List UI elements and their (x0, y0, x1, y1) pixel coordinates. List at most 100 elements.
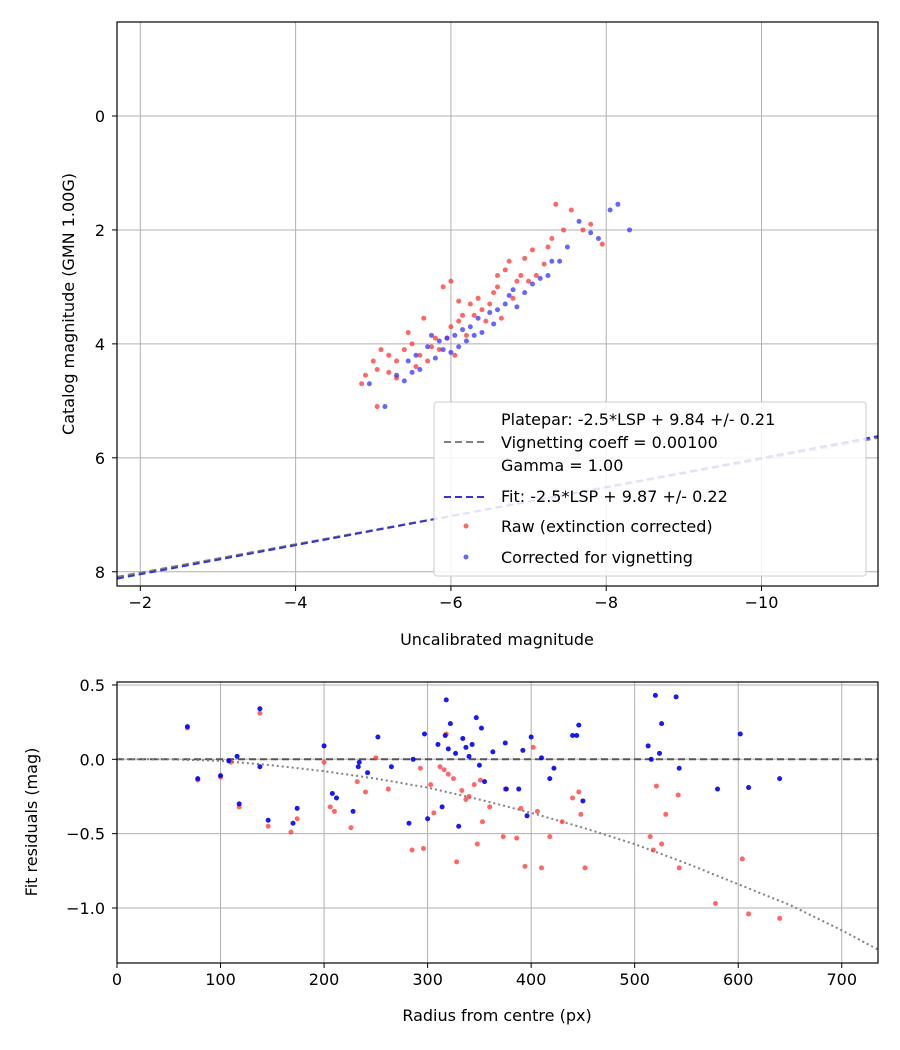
raw-residual-point (466, 793, 472, 799)
corrected-point (627, 227, 633, 233)
residuals-x-tick-label: 100 (205, 970, 236, 989)
raw-residual-point (739, 856, 745, 862)
corrected-point (607, 207, 613, 213)
raw-point (370, 358, 376, 364)
calibration-y-tick-label: 6 (95, 449, 105, 468)
raw-point (580, 227, 586, 233)
corrected-residual-point (520, 747, 526, 753)
residuals-x-tick-label: 600 (723, 970, 754, 989)
corrected-point (545, 273, 551, 279)
residuals-x-tick-label: 300 (412, 970, 443, 989)
raw-residual-point (547, 834, 553, 840)
raw-point (460, 312, 466, 318)
raw-point (553, 201, 559, 207)
raw-residual-point (663, 811, 669, 817)
corrected-point (514, 304, 520, 310)
raw-residual-point (463, 796, 469, 802)
corrected-residual-point (482, 779, 488, 785)
corrected-residual-point (503, 786, 509, 792)
raw-point (518, 273, 524, 279)
raw-point (409, 341, 415, 347)
corrected-residual-point (375, 734, 381, 740)
corrected-point (460, 327, 466, 333)
corrected-residual-point (574, 733, 580, 739)
corrected-residual-point (257, 706, 263, 712)
raw-residual-point (321, 759, 327, 765)
corrected-residual-point (490, 749, 496, 755)
raw-point (386, 369, 392, 375)
corrected-residual-point (234, 753, 240, 759)
raw-residual-point (417, 765, 423, 771)
raw-point (541, 261, 547, 267)
corrected-point (471, 332, 477, 338)
corrected-point (366, 381, 372, 387)
residuals-ticks: 0 100 200 300 400 500 600 700 0.5 0.0 −0.5 −1.0 (66, 676, 857, 989)
corrected-residual-point (746, 785, 752, 791)
raw-point (405, 329, 411, 335)
raw-point (506, 258, 512, 264)
corrected-point (595, 235, 601, 241)
raw-residual-point (385, 786, 391, 792)
corrected-point (463, 338, 469, 344)
raw-point (467, 301, 473, 307)
raw-residual-point (471, 782, 477, 788)
raw-residual-point (348, 825, 354, 831)
corrected-point (475, 315, 481, 321)
residuals-lines (117, 758, 879, 951)
raw-point (421, 315, 427, 321)
raw-residual-point (675, 792, 681, 798)
corrected-point (413, 352, 419, 358)
corrected-residual-point (502, 740, 508, 746)
raw-point (483, 318, 489, 324)
raw-point (471, 312, 477, 318)
corrected-point (432, 355, 438, 361)
residuals-y-tick-label: −1.0 (66, 899, 105, 918)
raw-residual-point (354, 779, 360, 785)
residuals-y-tick-label: 0.5 (80, 676, 105, 695)
corrected-residual-point (453, 750, 459, 756)
corrected-residual-point (443, 697, 449, 703)
corrected-residual-point (657, 750, 663, 756)
raw-point (425, 358, 431, 364)
corrected-residual-point (445, 746, 451, 752)
corrected-residual-point (422, 731, 428, 737)
corrected-residual-point (570, 733, 576, 739)
raw-residual-point (431, 810, 437, 816)
corrected-residual-point (195, 776, 201, 782)
raw-point (502, 267, 508, 273)
raw-point (452, 352, 458, 358)
raw-point (374, 404, 380, 410)
raw-residual-point (712, 901, 718, 907)
raw-point (378, 347, 384, 353)
corrected-residual-point (356, 759, 362, 765)
raw-residual-point (257, 710, 263, 716)
residuals-x-tick-label: 0 (112, 970, 122, 989)
raw-residual-point (650, 847, 656, 853)
corrected-point (456, 344, 462, 350)
raw-residual-point (777, 915, 783, 921)
residuals-y-axis-label: Fit residuals (mag) (22, 748, 41, 897)
raw-point (545, 244, 551, 250)
corrected-point (428, 332, 434, 338)
raw-point (428, 344, 434, 350)
residuals-axes-frame (116, 681, 879, 964)
corrected-residual-point (652, 692, 658, 698)
raw-residual-point (514, 835, 520, 841)
corrected-point (436, 338, 442, 344)
corrected-residual-point (329, 791, 335, 797)
raw-residual-point (534, 808, 540, 814)
corrected-point (448, 349, 454, 355)
corrected-point (510, 287, 516, 293)
calibration-x-tick-label: −2 (128, 593, 152, 612)
corrected-residual-point (218, 773, 224, 779)
raw-residual-point (653, 783, 659, 789)
raw-point (588, 221, 594, 227)
calibration-x-tick-label: −6 (439, 593, 463, 612)
corrected-residual-point (435, 741, 441, 747)
residuals-plot: 0 100 200 300 400 500 600 700 0.5 0.0 −0.5 −1.0 Rad… (22, 676, 879, 1025)
raw-residual-point (477, 777, 483, 783)
legend-fit-label: Fit: -2.5*LSP + 9.87 +/- 0.22 (501, 487, 728, 506)
corrected-residual-point (333, 795, 339, 801)
corrected-point (425, 344, 431, 350)
